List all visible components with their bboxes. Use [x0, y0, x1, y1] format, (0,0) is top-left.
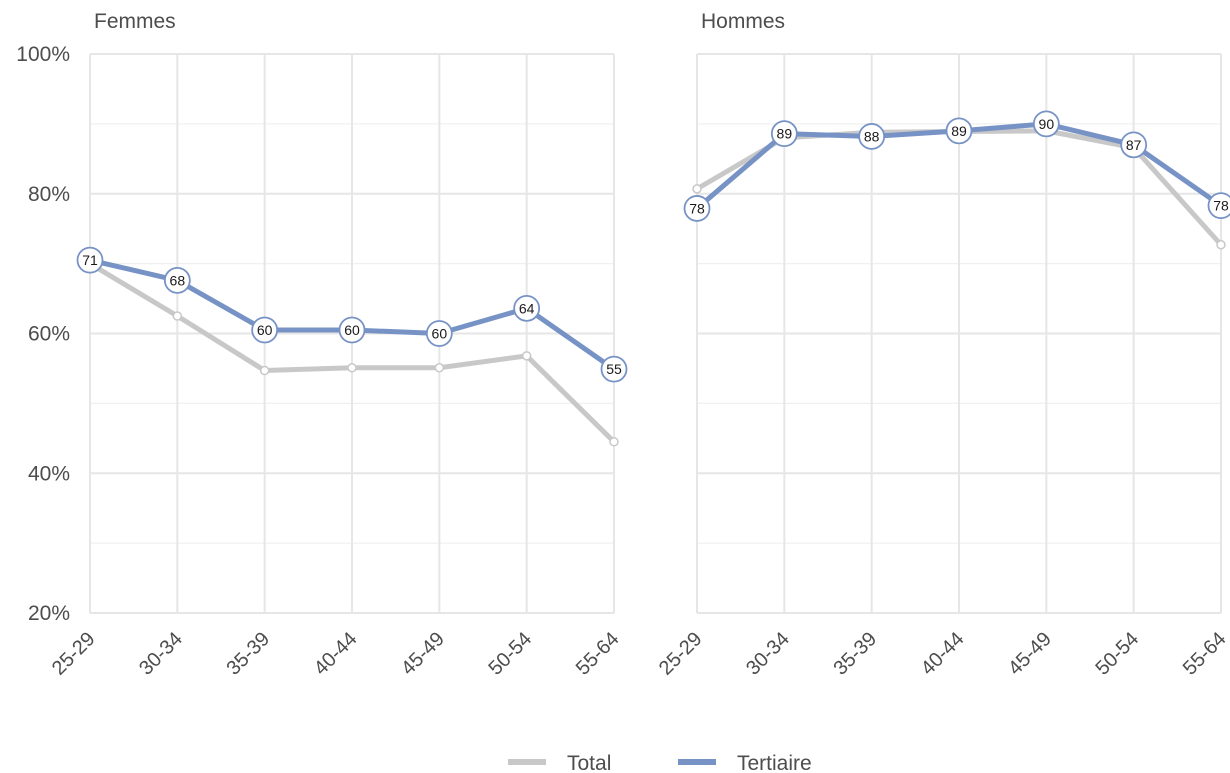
data-point-total	[692, 184, 702, 194]
x-tick-label: 25-29	[655, 628, 707, 680]
data-point-total	[1216, 240, 1226, 250]
data-point-tertiaire	[163, 266, 191, 294]
x-tick-label: 45-49	[1004, 628, 1056, 680]
y-tick-label: 100%	[16, 43, 70, 66]
x-tick-label: 50-54	[484, 628, 536, 680]
y-tick-label: 60%	[28, 323, 70, 346]
data-point-tertiaire	[513, 294, 541, 322]
data-point-tertiaire	[1207, 192, 1230, 220]
x-tick-label: 55-64	[572, 628, 624, 680]
data-label: 90	[1039, 116, 1055, 132]
data-label: 68	[170, 272, 186, 288]
data-label: 55	[606, 361, 622, 377]
x-tick-label: 40-44	[917, 628, 969, 680]
series-layer: 71 68 60 60 60 64 55 78 89 88 89 90 87 78	[76, 110, 1230, 447]
x-tick-label: 30-34	[742, 628, 794, 680]
data-point-total	[347, 362, 357, 373]
data-label: 78	[1213, 198, 1229, 214]
data-label: 78	[689, 200, 705, 216]
data-label: 89	[777, 126, 793, 142]
data-label: 64	[519, 300, 535, 316]
y-tick-label: 20%	[28, 602, 70, 625]
x-tick-label: 30-34	[135, 628, 187, 680]
data-point-tertiaire	[251, 316, 279, 344]
data-point-tertiaire	[858, 123, 886, 150]
x-tick-label: 40-44	[310, 628, 362, 680]
data-point-tertiaire	[1120, 131, 1148, 159]
x-tick-label: 25-29	[48, 628, 100, 680]
data-point-total	[521, 351, 532, 361]
legend-label-tertiaire: Tertiaire	[737, 752, 812, 773]
data-point-tertiaire	[338, 316, 366, 344]
data-label: 71	[82, 252, 98, 268]
data-point-tertiaire	[945, 117, 973, 145]
x-tick-label: 50-54	[1091, 628, 1143, 680]
data-point-total	[434, 362, 445, 373]
data-point-total	[609, 437, 619, 447]
data-point-tertiaire	[1032, 110, 1060, 138]
data-point-tertiaire	[425, 320, 453, 347]
data-label: 60	[432, 326, 448, 342]
data-label: 89	[951, 123, 967, 139]
x-tick-label: 35-39	[829, 628, 881, 680]
x-tick-label: 45-49	[397, 628, 449, 680]
panel-title: Femmes	[94, 10, 176, 33]
y-tick-label: 80%	[28, 183, 70, 206]
data-point-total	[172, 311, 183, 321]
data-label: 60	[257, 322, 273, 338]
data-point-tertiaire	[770, 120, 798, 148]
panel-title: Hommes	[701, 10, 785, 33]
x-tick-label: 55-64	[1179, 628, 1230, 680]
data-point-tertiaire	[683, 195, 711, 222]
data-point-tertiaire	[76, 246, 104, 274]
y-tick-label: 40%	[28, 462, 70, 485]
data-label: 87	[1126, 137, 1142, 153]
data-label: 60	[344, 322, 360, 338]
legend: Total Tertiaire	[508, 752, 812, 773]
legend-label-total: Total	[567, 752, 611, 773]
data-label: 88	[864, 128, 880, 144]
data-point-total	[259, 365, 270, 376]
data-point-tertiaire	[600, 355, 628, 383]
axis-layer: 20% 40% 60% 80% 100% Femmes 25-29 30-34 35-39 40-…	[16, 10, 1230, 680]
x-tick-label: 35-39	[222, 628, 274, 680]
